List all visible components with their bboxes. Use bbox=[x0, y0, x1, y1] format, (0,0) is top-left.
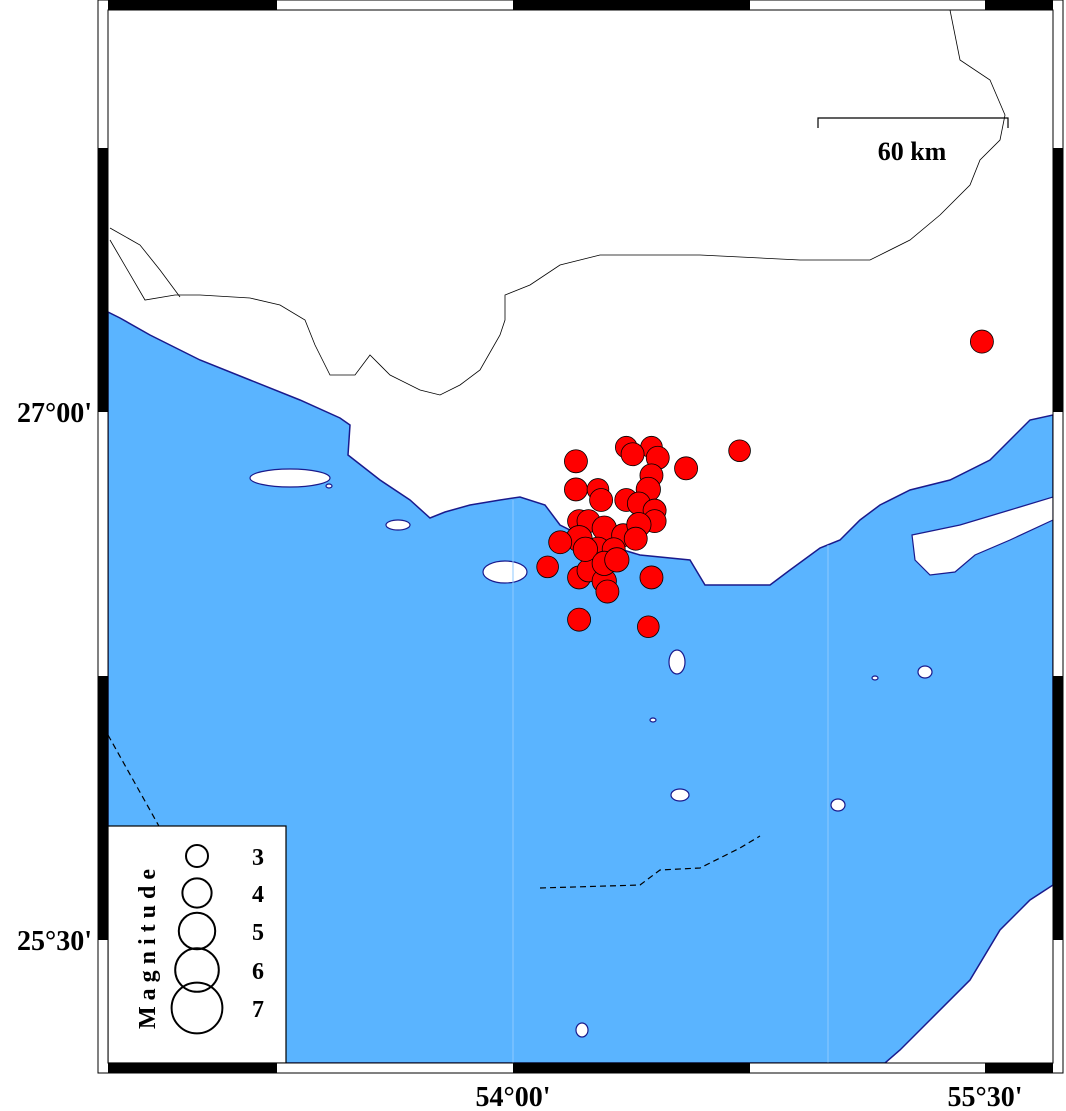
frame-tick bbox=[108, 0, 277, 10]
island bbox=[670, 788, 690, 802]
legend-label-7: 7 bbox=[252, 997, 264, 1023]
island bbox=[325, 483, 333, 489]
frame-tick bbox=[98, 676, 108, 940]
earthquake-events bbox=[536, 329, 994, 638]
legend-symbol-5 bbox=[177, 911, 217, 951]
island bbox=[575, 1022, 589, 1038]
earthquake-marker bbox=[623, 526, 648, 551]
map-frame bbox=[98, 0, 1063, 1073]
island bbox=[917, 665, 933, 679]
qeshm-island bbox=[911, 496, 1053, 576]
frame-tick bbox=[750, 1063, 985, 1073]
island bbox=[871, 675, 879, 681]
frame-tick bbox=[513, 1063, 750, 1073]
legend: Magnitude 3 4 5 6 7 bbox=[108, 825, 287, 1063]
lon-label-54-00: 54°00' bbox=[476, 1082, 551, 1111]
frame-tick bbox=[277, 1063, 513, 1073]
earthquake-marker bbox=[637, 615, 660, 638]
sea bbox=[108, 311, 1053, 1063]
legend-symbol-4 bbox=[181, 877, 213, 909]
lat-label-25-30: 25°30' bbox=[17, 926, 92, 957]
legend-label-5: 5 bbox=[252, 920, 264, 946]
earthquake-marker bbox=[620, 442, 645, 467]
frame-tick bbox=[98, 412, 108, 676]
legend-box bbox=[108, 825, 287, 1063]
legend-title: Magnitude bbox=[135, 863, 161, 1029]
earthquake-marker bbox=[604, 547, 630, 573]
earthquake-marker bbox=[728, 439, 751, 462]
earthquake-marker bbox=[969, 329, 994, 354]
legend-symbol-3 bbox=[185, 844, 209, 868]
frame-tick bbox=[108, 1063, 277, 1073]
scale-bar-line bbox=[817, 117, 1009, 128]
legend-label-4: 4 bbox=[252, 882, 264, 908]
frame-tick bbox=[1053, 148, 1063, 412]
earthquake-marker bbox=[536, 555, 559, 579]
legend-label-3: 3 bbox=[252, 845, 264, 871]
frame-tick bbox=[1053, 10, 1063, 148]
earthquake-marker bbox=[548, 530, 573, 555]
frame-tick bbox=[1053, 676, 1063, 940]
earthquake-marker bbox=[564, 477, 588, 502]
frame-tick bbox=[98, 940, 108, 1063]
earthquake-marker bbox=[674, 456, 699, 481]
map-outline bbox=[107, 9, 1054, 1064]
island bbox=[649, 717, 657, 723]
lon-label-55-30: 55°30' bbox=[948, 1082, 1023, 1111]
island bbox=[668, 649, 686, 675]
island bbox=[385, 519, 411, 531]
frame-tick bbox=[985, 1063, 1053, 1073]
earthquake-marker bbox=[564, 449, 588, 474]
earthquake-marker bbox=[572, 536, 598, 562]
earthquake-marker bbox=[595, 579, 620, 604]
maritime-border bbox=[108, 734, 161, 829]
maritime-border bbox=[539, 835, 761, 889]
frame-tick bbox=[277, 0, 513, 10]
island bbox=[830, 798, 846, 812]
scale-bar: 60 km bbox=[817, 117, 1009, 166]
earthquake-marker bbox=[639, 565, 664, 590]
frame-tick bbox=[1053, 940, 1063, 1063]
province-border bbox=[109, 10, 1006, 396]
frame-tick bbox=[98, 148, 108, 412]
island bbox=[482, 560, 528, 584]
earthquake-marker bbox=[567, 607, 592, 632]
borders bbox=[108, 10, 1006, 889]
scale-bar-label: 60 km bbox=[878, 137, 947, 166]
legend-label-6: 6 bbox=[252, 959, 264, 985]
islands bbox=[249, 468, 1053, 1038]
province-border bbox=[109, 227, 181, 298]
lat-label-27-00: 27°00' bbox=[17, 398, 92, 429]
frame-outline bbox=[97, 0, 1064, 1074]
frame-tick bbox=[513, 0, 750, 10]
legend-symbol-7 bbox=[170, 981, 224, 1035]
earthquake-marker bbox=[589, 488, 614, 512]
frame-tick bbox=[750, 0, 985, 10]
legend-symbol-6 bbox=[174, 947, 220, 993]
island bbox=[249, 468, 331, 488]
frame-tick bbox=[1053, 412, 1063, 676]
frame-tick bbox=[98, 10, 108, 148]
frame-tick bbox=[985, 0, 1053, 10]
